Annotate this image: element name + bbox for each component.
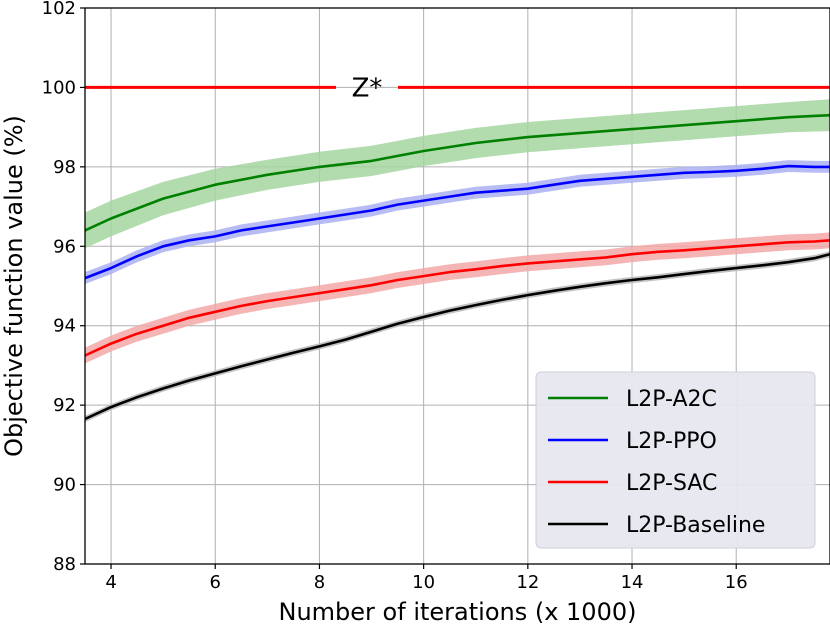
band-l2p-a2c [85,99,830,249]
legend-label: L2P-Baseline [626,513,765,538]
band-l2p-baseline [85,251,830,423]
legend-label: L2P-A2C [626,387,717,412]
legend-label: L2P-PPO [626,429,717,454]
y-tick-label: 100 [42,77,76,98]
x-tick-label: 14 [621,572,644,593]
x-tick-label: 4 [105,572,116,593]
plot-frame [84,7,830,565]
line-l2p-sac [84,239,830,357]
x-tick-label: 6 [210,572,221,593]
legend-box [535,371,816,549]
x-tick-label: 10 [412,572,435,593]
series-lines [84,113,830,421]
line-l2p-baseline [84,252,830,421]
legend-label: L2P-SAC [626,471,717,496]
y-axis-label: Objective function value (%) [0,115,28,457]
line-l2p-a2c [84,113,830,232]
y-tick-label: 94 [53,316,76,337]
x-tick-label: 12 [516,572,539,593]
line-l2p-ppo [84,164,830,280]
y-tick-label: 98 [53,157,76,178]
y-tick-label: 92 [53,395,76,416]
y-tick-label: 90 [53,475,76,496]
reference-line-label: Z* [352,73,383,103]
x-tick-label: 16 [725,572,748,593]
y-ticks: 88 90 92 94 96 98 100 102 [42,0,85,575]
y-tick-label: 102 [42,0,76,19]
x-tick-label: 8 [314,572,325,593]
band-l2p-sac [85,232,830,364]
band-l2p-ppo [85,160,830,284]
x-ticks: 4 6 8 10 12 14 16 [105,564,748,593]
y-tick-label: 96 [53,236,76,257]
x-axis-label: Number of iterations (x 1000) [279,598,637,626]
y-tick-label: 88 [53,554,76,575]
legend: L2P-A2C L2P-PPO L2P-SAC L2P-Baseline [535,371,816,549]
reference-line-group: Z* [85,73,830,103]
